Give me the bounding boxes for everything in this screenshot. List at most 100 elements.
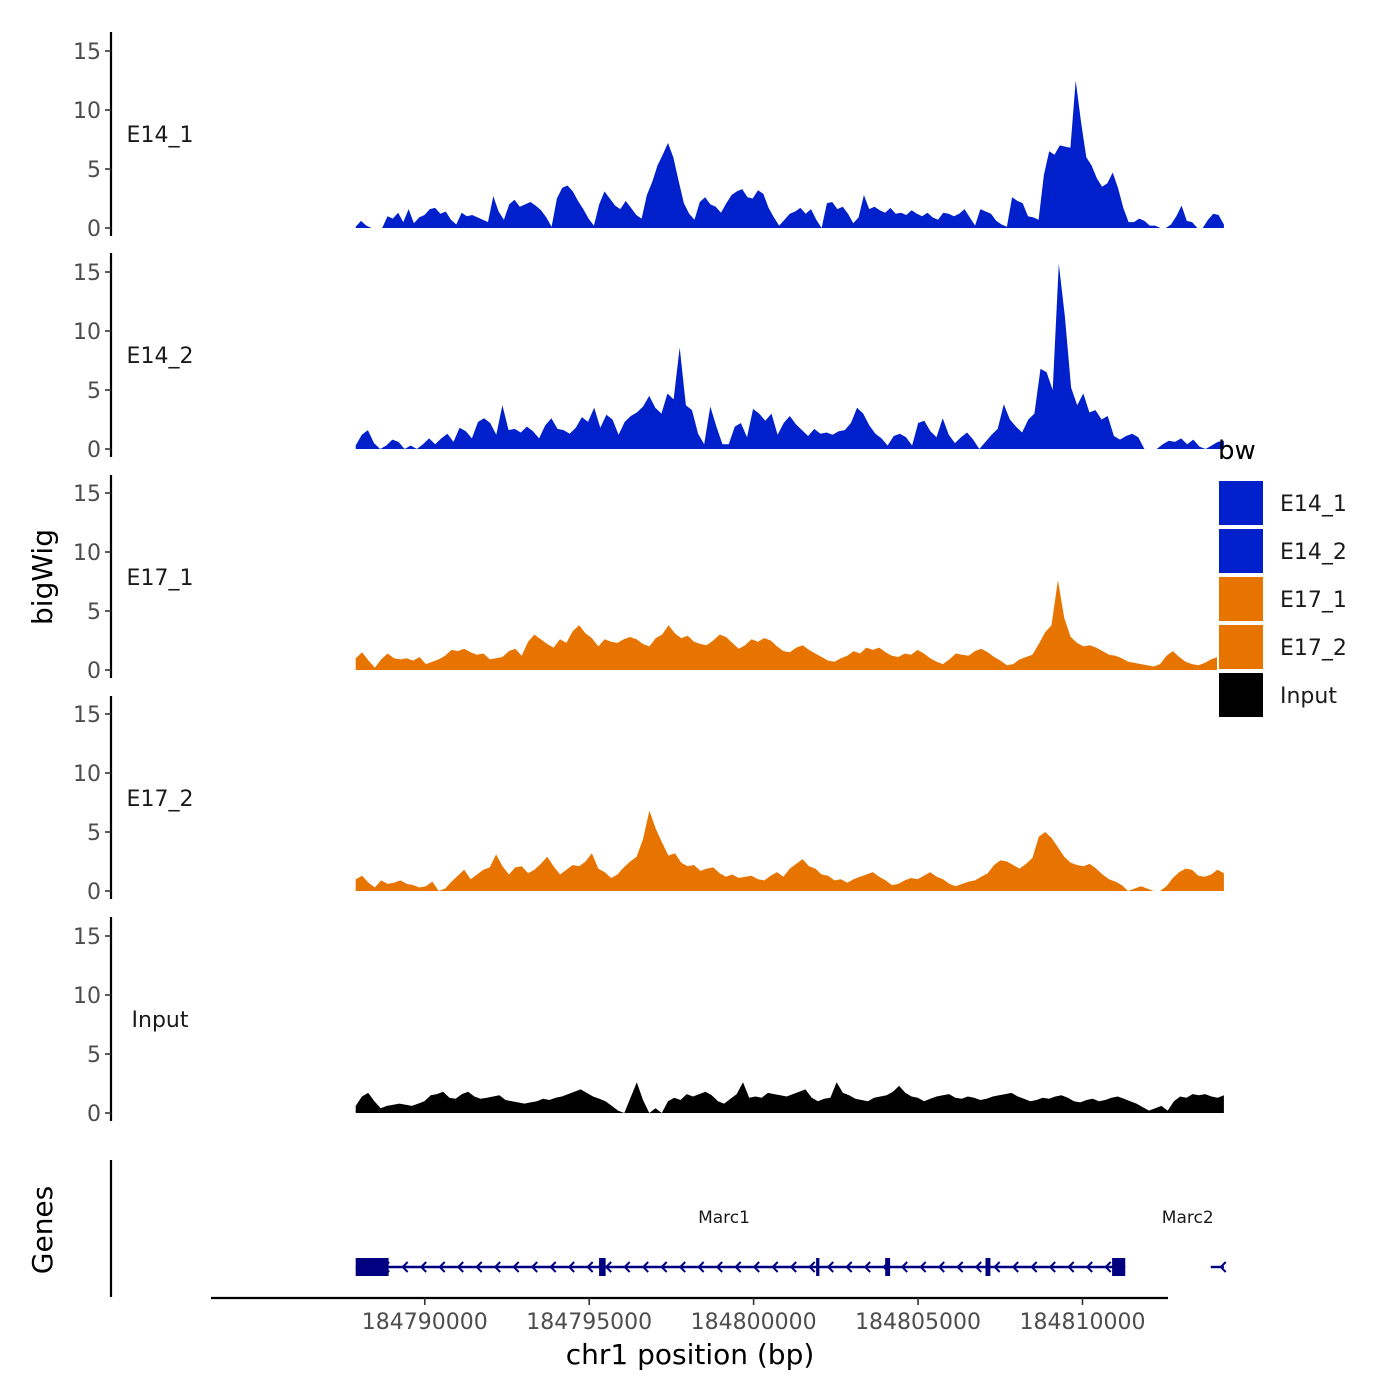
y-tick-label: 15 [73, 261, 101, 286]
strand-arrow [678, 1261, 686, 1273]
signal-area-e14-1 [355, 80, 1224, 228]
strand-arrow [974, 1261, 982, 1273]
y-axis-title: bigWig [26, 529, 59, 625]
strand-arrow [456, 1261, 464, 1273]
y-tick-label: 15 [73, 925, 101, 950]
track-e17-1: 0 5 10 15 E17_1 [73, 475, 1224, 684]
track-label: E17_2 [127, 787, 194, 812]
strand-arrow [512, 1261, 520, 1273]
y-tick-label: 0 [87, 438, 101, 463]
strand-arrow [475, 1261, 483, 1273]
strand-arrow [660, 1261, 668, 1273]
strand-arrow [1085, 1261, 1093, 1273]
strand-arrow [715, 1261, 723, 1273]
x-tick-label: 184795000 [526, 1310, 652, 1335]
strand-arrow [586, 1261, 594, 1273]
strand-arrow [956, 1261, 964, 1273]
signal-area-e14-2 [355, 263, 1224, 449]
strand-arrow [752, 1261, 760, 1273]
track-label: E14_1 [127, 123, 194, 148]
strand-arrow [900, 1261, 908, 1273]
legend-label: E17_1 [1280, 588, 1347, 613]
legend-swatch-input [1217, 671, 1265, 719]
gene-marc2: Marc2 [1162, 1208, 1227, 1273]
strand-arrow [1067, 1261, 1075, 1273]
strand-arrow [438, 1261, 446, 1273]
y-tick-label: 5 [87, 158, 101, 183]
strand-arrow [604, 1261, 612, 1273]
y-tick-label: 15 [73, 40, 101, 65]
y-tick-label: 10 [73, 99, 101, 124]
signal-area-e17-2 [355, 810, 1224, 891]
y-tick-label: 5 [87, 1043, 101, 1068]
y-tick-label: 0 [87, 217, 101, 242]
track-e14-2: 0 5 10 15 E14_2 [73, 253, 1224, 463]
legend: bw E14_1 E14_2 E17_1 E17_2 Input [1217, 436, 1347, 719]
y-tick-label: 5 [87, 600, 101, 625]
legend-label: E14_1 [1280, 492, 1347, 517]
x-tick-label: 184805000 [855, 1310, 981, 1335]
exon [599, 1258, 606, 1276]
strand-arrow [1030, 1261, 1038, 1273]
legend-label: E17_2 [1280, 636, 1347, 661]
strand-arrow [623, 1261, 631, 1273]
legend-title: bw [1218, 436, 1256, 466]
strand-arrow [567, 1261, 575, 1273]
strand-arrow [826, 1261, 834, 1273]
strand-arrow [919, 1261, 927, 1273]
exon [985, 1258, 991, 1276]
y-tick-label: 5 [87, 821, 101, 846]
signal-tracks: 0 5 10 15 E14_1 0 5 10 15 E14_2 0 5 10 15 E17_1 0 5 10 15 E… [73, 32, 1224, 1127]
legend-swatch-e14-1 [1217, 479, 1265, 527]
legend-swatch-e14-2 [1217, 527, 1265, 575]
gene-marc1: Marc1 [355, 1208, 1126, 1276]
track-input: 0 5 10 15 Input [73, 917, 1224, 1127]
signal-area-e17-1 [355, 580, 1224, 670]
track-label: Input [132, 1008, 189, 1033]
legend-label: E14_2 [1280, 540, 1347, 565]
x-tick-label: 184810000 [1020, 1310, 1146, 1335]
strand-arrow [789, 1261, 797, 1273]
y-tick-label: 0 [87, 659, 101, 684]
track-label: E14_2 [127, 344, 194, 369]
strand-arrow [530, 1261, 538, 1273]
y-tick-label: 15 [73, 703, 101, 728]
strand-arrow [401, 1261, 409, 1273]
strand-arrow [1104, 1261, 1112, 1273]
y-tick-label: 0 [87, 880, 101, 905]
track-label: E17_1 [127, 566, 194, 591]
gene-label: Marc1 [698, 1208, 750, 1228]
x-axis: 184790000 184795000 184800000 184805000 1848… [211, 1296, 1168, 1335]
gene-label: Marc2 [1162, 1208, 1214, 1228]
strand-arrow [641, 1261, 649, 1273]
strand-arrow [1048, 1261, 1056, 1273]
strand-arrow [734, 1261, 742, 1273]
strand-arrow [1219, 1261, 1227, 1273]
y-tick-label: 0 [87, 1102, 101, 1127]
genes-panel: Marc1 Marc2 [109, 1160, 1227, 1297]
strand-arrow [863, 1261, 871, 1273]
strand-arrow [697, 1261, 705, 1273]
strand-arrow [937, 1261, 945, 1273]
y-tick-label: 10 [73, 762, 101, 787]
y-tick-label: 10 [73, 984, 101, 1009]
x-axis-title: chr1 position (bp) [566, 1338, 815, 1371]
strand-arrow [993, 1261, 1001, 1273]
track-e14-1: 0 5 10 15 E14_1 [73, 32, 1224, 242]
strand-arrow [771, 1261, 779, 1273]
x-tick-label: 184800000 [691, 1310, 817, 1335]
strand-arrow [549, 1261, 557, 1273]
strand-arrow [845, 1261, 853, 1273]
legend-swatch-e17-2 [1217, 623, 1265, 671]
y-tick-label: 15 [73, 482, 101, 507]
y-tick-label: 5 [87, 379, 101, 404]
strand-arrow [419, 1261, 427, 1273]
signal-area-input [355, 1082, 1224, 1113]
y-tick-label: 10 [73, 541, 101, 566]
x-tick-label: 184790000 [362, 1310, 488, 1335]
strand-arrow [1011, 1261, 1019, 1273]
exon [355, 1258, 389, 1276]
y-tick-label: 10 [73, 320, 101, 345]
strand-arrow [808, 1261, 816, 1273]
